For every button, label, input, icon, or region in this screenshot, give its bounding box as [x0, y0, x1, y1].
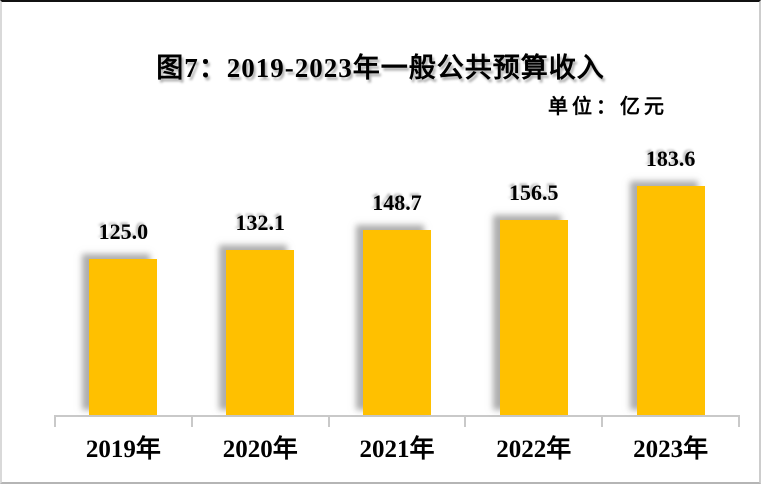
x-axis-label-2021: 2021年 [359, 436, 435, 463]
x-axis-tick [601, 415, 604, 427]
bar-2023 [636, 186, 705, 415]
unit-label: 单位：亿元 [548, 96, 668, 118]
x-axis-tick [464, 415, 467, 427]
value-label-2021: 148.7 [372, 189, 422, 215]
x-axis-label-2023: 2023年 [633, 436, 709, 463]
value-label-2019: 125.0 [98, 219, 149, 245]
x-axis-line [55, 415, 739, 417]
chart-title: 图7：2019-2023年一般公共预算收入 [156, 53, 605, 83]
value-label-2023: 183.6 [645, 146, 696, 172]
bar-2021 [363, 229, 431, 415]
bar-2019 [89, 259, 158, 415]
x-axis-tick [327, 415, 330, 427]
x-axis-tick [738, 415, 740, 427]
x-axis-label-2022: 2022年 [496, 436, 572, 463]
x-axis-label-2019: 2019年 [85, 436, 161, 463]
x-axis-tick [190, 415, 193, 427]
x-axis-label-2020: 2020年 [222, 436, 298, 463]
value-label-2022: 156.5 [509, 179, 559, 205]
value-label-2020: 132.1 [235, 210, 285, 236]
bar-2022 [499, 219, 568, 415]
bar-2020 [226, 250, 295, 415]
x-axis-tick [54, 415, 56, 427]
